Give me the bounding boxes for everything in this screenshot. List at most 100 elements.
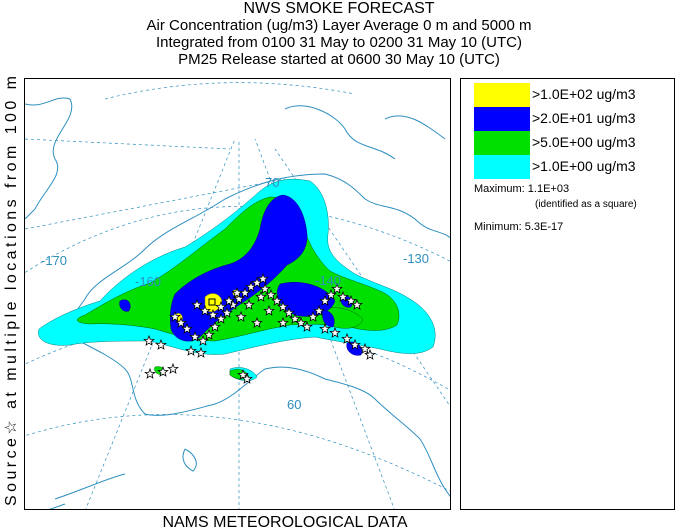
legend-label-yellow: >1.0E+02 ug/m3: [532, 86, 636, 102]
fire-source-star: [313, 304, 325, 316]
fire-source-star: [331, 282, 343, 294]
map-panel: -170 -160 -140 -130 70 60: [24, 78, 451, 510]
fire-source-star: [143, 334, 155, 346]
fire-source-star: [144, 367, 156, 379]
source-side-label-text: Source☆ at multiple locations from 100 m: [3, 76, 20, 506]
fire-source-star: [307, 310, 319, 322]
fire-source-star: [265, 288, 277, 300]
lon-label-130: -130: [403, 251, 429, 266]
fire-source-star: [157, 365, 169, 377]
legend-panel: >1.0E+02 ug/m3 >2.0E+01 ug/m3 >5.0E+00 u…: [460, 78, 675, 510]
fire-source-star: [203, 328, 215, 340]
maximum-note: (identified as a square): [535, 199, 637, 210]
lon-label-160: -160: [135, 274, 161, 289]
arctic-islands: [284, 105, 446, 160]
fire-source-star: [277, 316, 289, 328]
fire-source-star: [351, 298, 363, 310]
maximum-square: [208, 298, 216, 306]
fire-source-star: [295, 316, 307, 328]
fire-source-star: [235, 310, 247, 322]
legend-swatch-green: [474, 131, 530, 155]
fire-source-star: [319, 322, 331, 334]
fire-source-star: [364, 348, 376, 360]
fire-source-star: [319, 294, 331, 306]
fire-source-star: [185, 344, 197, 356]
fire-source-star: [167, 362, 179, 374]
maximum-value: Maximum: 1.1E+03: [474, 183, 570, 195]
source-side-label: Source☆ at multiple locations from 100 m: [0, 70, 24, 510]
fire-source-star: [191, 298, 203, 310]
fire-source-star: [345, 294, 357, 306]
fire-source-star: [233, 292, 245, 304]
legend-row-green: >5.0E+00 ug/m3: [474, 131, 664, 155]
fire-source-star: [221, 306, 233, 318]
longitude-line-180: [25, 138, 231, 150]
fire-source-star: [341, 332, 353, 344]
alaska-north-coast: [144, 173, 366, 250]
fire-source-star: [283, 306, 295, 318]
latitude-line-80: [104, 82, 356, 100]
minimum-value: Minimum: 5.3E-17: [474, 221, 564, 233]
smoke-blue-layer: [119, 194, 363, 356]
fire-source-star: [257, 272, 269, 284]
fire-source-star: [289, 312, 301, 324]
fire-source-star: [251, 316, 263, 328]
coastlines: [25, 97, 450, 509]
fire-source-star: [259, 282, 271, 294]
legend-label-blue: >2.0E+01 ug/m3: [532, 110, 636, 126]
legend-label-cyan: >1.0E+00 ug/m3: [532, 158, 636, 174]
fire-source-star: [349, 338, 361, 350]
legend-row-yellow: >1.0E+02 ug/m3: [474, 83, 664, 107]
fire-source-star: [215, 300, 227, 312]
fire-source-star: [181, 322, 193, 334]
gulf-coast: [324, 378, 450, 498]
concentration-subtitle: Air Concentration (ug/m3) Layer Average …: [146, 17, 532, 34]
fire-source-star: [277, 300, 289, 312]
fire-source-star: [197, 334, 209, 346]
siberia-coast: [25, 97, 73, 220]
legend-swatch-blue: [474, 107, 530, 131]
fire-source-star: [175, 316, 187, 328]
fire-source-star: [263, 304, 275, 316]
lon-label-170: -170: [41, 253, 67, 268]
legend-swatch-cyan: [474, 155, 530, 179]
lat-label-70: 70: [265, 175, 279, 190]
fire-source-star: [231, 286, 243, 298]
fire-source-star: [271, 294, 283, 306]
legend-label-green: >5.0E+00 ug/m3: [532, 134, 636, 150]
fire-source-star: [325, 288, 337, 300]
fire-source-star: [195, 346, 207, 358]
integration-period: Integrated from 0100 31 May to 0200 31 M…: [155, 34, 523, 51]
canada-coast: [364, 198, 450, 239]
alaska-peninsula: [144, 366, 326, 416]
lat-label-60: 60: [287, 397, 301, 412]
fire-source-star: [209, 320, 221, 332]
fire-source-star: [169, 310, 181, 322]
title-block: NWS SMOKE FORECAST Air Concentration (ug…: [0, 0, 678, 68]
fire-source-star: [337, 290, 349, 302]
forecast-title: NWS SMOKE FORECAST: [243, 0, 435, 17]
legend-row-cyan: >1.0E+00 ug/m3: [474, 155, 664, 179]
fire-source-star: [301, 320, 313, 332]
fire-source-star: [199, 304, 211, 316]
fire-source-star: [255, 290, 267, 302]
fire-source-star: [223, 294, 235, 306]
fire-source-star: [329, 326, 341, 338]
latitude-line-70: [25, 206, 450, 274]
fire-source-star: [215, 312, 227, 324]
kodiak: [182, 448, 197, 472]
aleutians: [49, 473, 126, 509]
fire-source-star: [241, 372, 253, 384]
smoke-map: -170 -160 -140 -130 70 60: [25, 82, 450, 509]
legend-row-blue: >2.0E+01 ug/m3: [474, 107, 664, 131]
met-data-footer: NAMS METEOROLOGICAL DATA: [162, 514, 408, 531]
fire-source-star: [359, 342, 371, 354]
fire-source-star: [189, 330, 201, 342]
legend-swatch-yellow: [474, 83, 530, 107]
longitude-line-170: [25, 178, 286, 230]
release-info: PM25 Release started at 0600 30 May 10 (…: [178, 51, 500, 68]
fire-source-star: [155, 338, 167, 350]
lon-label-140: -140: [315, 273, 341, 288]
fire-source-star: [207, 308, 219, 320]
fire-source-star: [243, 298, 255, 310]
